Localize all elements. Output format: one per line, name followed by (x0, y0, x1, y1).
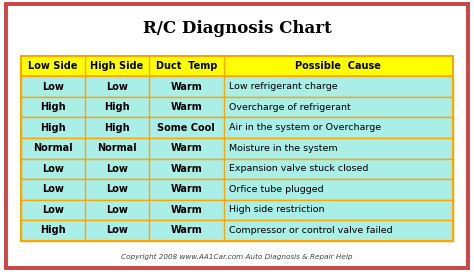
Text: Warm: Warm (171, 164, 202, 174)
Text: Some Cool: Some Cool (157, 123, 215, 133)
Text: Orfice tube plugged: Orfice tube plugged (229, 185, 324, 194)
FancyBboxPatch shape (21, 76, 453, 97)
FancyBboxPatch shape (21, 138, 453, 159)
FancyBboxPatch shape (21, 200, 453, 220)
Text: Low: Low (106, 205, 128, 215)
Text: High: High (104, 102, 130, 112)
Text: High Side: High Side (91, 61, 144, 71)
Text: Overcharge of refrigerant: Overcharge of refrigerant (229, 103, 351, 112)
FancyBboxPatch shape (21, 220, 453, 241)
Text: High: High (40, 225, 66, 236)
Text: Low: Low (106, 225, 128, 236)
Text: Low: Low (42, 184, 64, 194)
Text: R/C Diagnosis Chart: R/C Diagnosis Chart (143, 20, 331, 37)
Text: Warm: Warm (171, 184, 202, 194)
FancyBboxPatch shape (21, 56, 453, 76)
Text: Air in the system or Overcharge: Air in the system or Overcharge (229, 123, 382, 132)
Text: Low: Low (42, 205, 64, 215)
Text: Low: Low (106, 184, 128, 194)
Text: Warm: Warm (171, 102, 202, 112)
Text: Copyright 2008 www.AA1Car.com Auto Diagnosis & Repair Help: Copyright 2008 www.AA1Car.com Auto Diagn… (121, 254, 353, 260)
Text: Low Side: Low Side (28, 61, 78, 71)
Text: Duct  Temp: Duct Temp (155, 61, 217, 71)
Text: Normal: Normal (34, 143, 73, 153)
Text: Moisture in the system: Moisture in the system (229, 144, 338, 153)
Text: Low: Low (42, 82, 64, 92)
Text: High: High (40, 123, 66, 133)
FancyBboxPatch shape (6, 4, 468, 268)
Text: Compressor or control valve failed: Compressor or control valve failed (229, 226, 393, 235)
FancyBboxPatch shape (21, 159, 453, 179)
Text: Low refrigerant charge: Low refrigerant charge (229, 82, 338, 91)
Text: Warm: Warm (171, 205, 202, 215)
Text: Possible  Cause: Possible Cause (295, 61, 381, 71)
Text: Warm: Warm (171, 82, 202, 92)
Text: High: High (104, 123, 130, 133)
Text: High side restriction: High side restriction (229, 205, 325, 214)
Text: Low: Low (106, 164, 128, 174)
Text: Low: Low (42, 164, 64, 174)
FancyBboxPatch shape (21, 179, 453, 200)
FancyBboxPatch shape (21, 118, 453, 138)
Text: Warm: Warm (171, 225, 202, 236)
Text: High: High (40, 102, 66, 112)
FancyBboxPatch shape (21, 97, 453, 118)
Text: Warm: Warm (171, 143, 202, 153)
Text: Expansion valve stuck closed: Expansion valve stuck closed (229, 164, 369, 173)
Text: Normal: Normal (97, 143, 137, 153)
Text: Low: Low (106, 82, 128, 92)
